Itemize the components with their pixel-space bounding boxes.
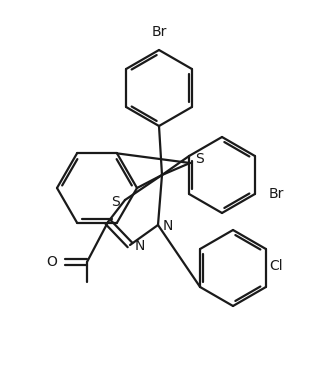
Text: N: N [163,219,173,233]
Text: Br: Br [151,25,167,39]
Text: N: N [135,239,145,253]
Text: S: S [111,195,120,209]
Text: Br: Br [269,187,284,201]
Text: O: O [46,255,57,269]
Text: Cl: Cl [269,259,282,273]
Text: S: S [195,152,204,166]
